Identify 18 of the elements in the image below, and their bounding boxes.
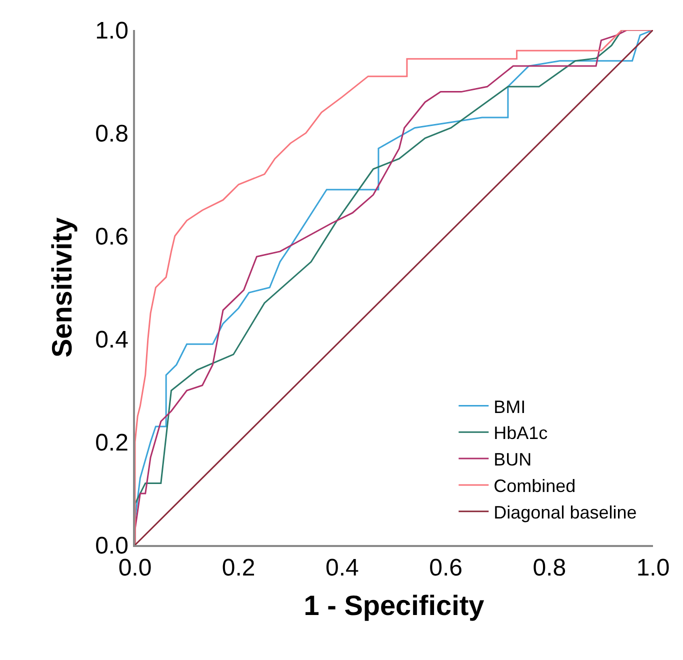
x-axis-title: 1 - Specificity [304, 590, 485, 622]
legend-label: BUN [494, 450, 532, 470]
y-tick-label: 0.2 [95, 429, 128, 456]
y-tick-label: 0.4 [95, 326, 128, 354]
legend-label: Combined [494, 476, 576, 496]
legend-label: BMI [494, 396, 526, 417]
x-tick-label: 0.2 [222, 554, 256, 582]
x-tick-label: 0.8 [532, 554, 566, 582]
x-tick-label: 0.6 [429, 554, 462, 582]
legend-label: Diagonal baseline [494, 502, 637, 522]
x-tick-label: 0.4 [326, 554, 359, 582]
y-tick-label: 0.6 [95, 223, 128, 250]
y-tick-label: 0.8 [95, 120, 128, 148]
y-axis-title: Sensitivity [46, 217, 78, 358]
x-tick-label: 1.0 [636, 554, 670, 582]
y-tick-label: 1.0 [95, 17, 128, 44]
line-series [135, 30, 653, 545]
legend-label: HbA1c [494, 423, 548, 444]
